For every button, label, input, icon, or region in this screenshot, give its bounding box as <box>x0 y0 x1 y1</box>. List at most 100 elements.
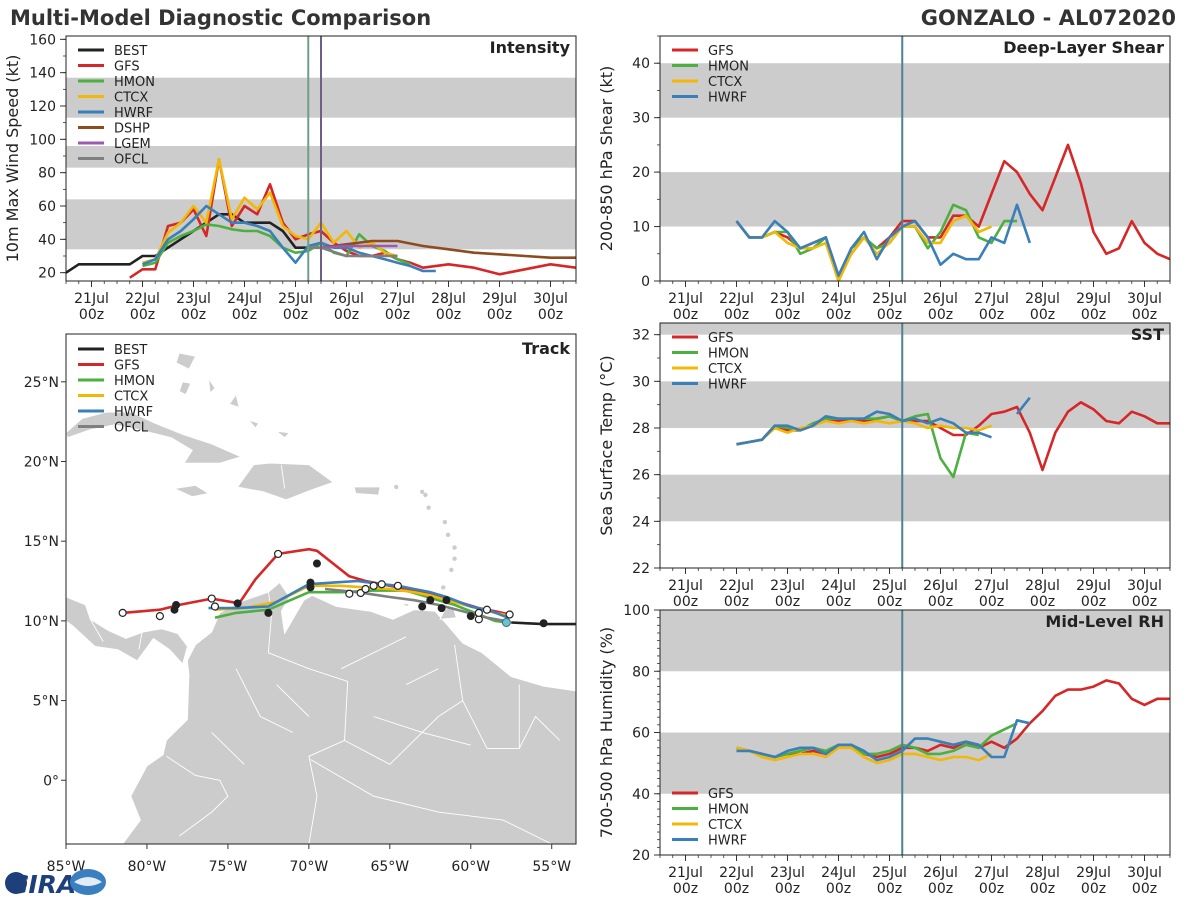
shear-xtick-label: 23Jul <box>770 291 805 307</box>
country-border-12 <box>211 732 245 765</box>
track-xtick-label: 60°W <box>451 859 490 875</box>
rh-ytick-label: 40 <box>632 787 650 803</box>
intensity-ytick-label: 80 <box>38 166 56 182</box>
intensity-xtick-label: 00z <box>283 307 308 323</box>
shear-panel: 01020304021Jul00z22Jul00z23Jul00z24Jul00… <box>597 35 1171 323</box>
rh-series-gfs <box>736 679 1170 759</box>
rh-xtick-label: 26Jul <box>923 865 958 881</box>
land-shape-7 <box>178 381 192 396</box>
country-border-4 <box>166 755 229 837</box>
country-border-10 <box>405 668 439 686</box>
track-ytick-label: 20°N <box>24 455 59 471</box>
track-xtick-label: 65°W <box>370 859 409 875</box>
island-dot-1 <box>445 532 451 538</box>
track-legend-label: GFS <box>114 359 140 374</box>
country-border-0 <box>267 592 349 844</box>
rh-xtick-label: 28Jul <box>1025 865 1060 881</box>
track-legend-label: HWRF <box>114 405 153 420</box>
rh-series-group <box>736 679 1170 765</box>
intensity-xtick-label: 27Jul <box>380 291 415 307</box>
track-marker-filled <box>426 596 435 605</box>
rh-title: Mid-Level RH <box>1045 612 1164 631</box>
sst-xtick-label: 00z <box>673 594 698 610</box>
sst-xtick-label: 28Jul <box>1025 578 1060 594</box>
rh-ytick-label: 20 <box>632 848 650 864</box>
track-marker-filled <box>442 596 451 605</box>
intensity-series-lgem <box>320 244 398 249</box>
rh-ytick-label: 80 <box>632 664 650 680</box>
intensity-legend-label: HMON <box>114 75 155 90</box>
shear-xtick-label: 00z <box>724 307 749 323</box>
shear-xtick-label: 00z <box>1081 307 1106 323</box>
rh-xtick-label: 00z <box>928 881 953 897</box>
track-marker-open <box>361 584 370 594</box>
track-marker-filled <box>306 583 315 592</box>
track-panel: 85°W 80°W 75°W 70°W 65°W 60°W 55°W 0° 5°N 10°N 15°… <box>24 333 577 875</box>
shear-series-hwrf <box>735 203 1032 277</box>
sst-ytick-label: 28 <box>632 421 650 437</box>
island-dot-9 <box>394 484 399 490</box>
shear-legend-label: CTCX <box>708 75 742 90</box>
track-marker-open <box>369 581 378 590</box>
track-marker-current <box>501 617 511 627</box>
rh-legend-label: HWRF <box>708 834 747 849</box>
track-marker-open <box>482 605 492 614</box>
intensity-ytick-label: 60 <box>38 199 56 215</box>
track-marker-filled <box>170 605 179 614</box>
intensity-xtick-label: 30Jul <box>533 291 568 307</box>
track-marker-open <box>377 580 386 589</box>
sst-xtick-label: 30Jul <box>1127 578 1162 594</box>
country-border-14 <box>280 464 286 489</box>
rh-series-ctcx <box>736 746 993 765</box>
sst-ytick-label: 24 <box>632 514 650 530</box>
intensity-xtick-label: 00z <box>436 307 461 323</box>
logo-swirl-icon <box>74 877 102 886</box>
track-marker-open <box>273 549 283 559</box>
shear-xtick-label: 30Jul <box>1127 291 1162 307</box>
track-xtick-label: 80°W <box>128 859 167 875</box>
track-ytick-label: 5°N <box>33 694 59 710</box>
intensity-xtick-label: 00z <box>181 307 206 323</box>
rh-xtick-label: 00z <box>1081 881 1106 897</box>
track-ytick-label: 0° <box>43 773 59 789</box>
sst-xtick-label: 00z <box>1081 594 1106 610</box>
rh-xtick-label: 21Jul <box>668 865 703 881</box>
shear-ytick-label: 20 <box>632 165 650 181</box>
track-xtick-label: 55°W <box>532 859 571 875</box>
shear-frame <box>659 35 1171 282</box>
track-ytick-label: 10°N <box>24 614 59 630</box>
track-xtick-label: 75°W <box>209 859 248 875</box>
intensity-xtick-label: 21Jul <box>74 291 109 307</box>
island-dot-2 <box>452 545 457 550</box>
island-dot-3 <box>452 556 457 561</box>
track-marker-filled <box>466 612 475 621</box>
track-series-hwrf <box>208 579 509 619</box>
intensity-ytick-label: 20 <box>38 266 56 282</box>
intensity-series-ofcl <box>308 246 398 258</box>
land-shape-1 <box>66 596 188 665</box>
track-marker-open <box>210 602 220 611</box>
shear-series-group <box>735 143 1170 281</box>
rh-xtick-label: 00z <box>673 881 698 897</box>
intensity-xtick-label: 00z <box>385 307 410 323</box>
shear-band-1 <box>660 63 1170 118</box>
track-marker-open <box>155 611 165 621</box>
sst-legend-label: GFS <box>708 331 734 346</box>
sst-xtick-label: 00z <box>928 594 953 610</box>
shear-ylabel: 200-850 hPa Shear (kt) <box>597 66 616 252</box>
sst-xtick-label: 29Jul <box>1076 578 1111 594</box>
rh-xtick-label: 22Jul <box>719 865 754 881</box>
rh-panel: 2040608010021Jul00z22Jul00z23Jul00z24Jul… <box>597 603 1171 897</box>
shear-xtick-label: 27Jul <box>974 291 1009 307</box>
track-marker-filled <box>437 604 446 613</box>
intensity-xtick-label: 25Jul <box>278 291 313 307</box>
intensity-xtick-label: 28Jul <box>431 291 466 307</box>
rh-series-hwrf <box>736 719 1031 762</box>
intensity-legend-label: CTCX <box>114 91 148 106</box>
intensity-ytick-label: 140 <box>29 66 56 82</box>
shear-xtick-label: 25Jul <box>872 291 907 307</box>
shear-title: Deep-Layer Shear <box>1003 38 1164 57</box>
shear-xtick-label: 00z <box>1030 307 1055 323</box>
